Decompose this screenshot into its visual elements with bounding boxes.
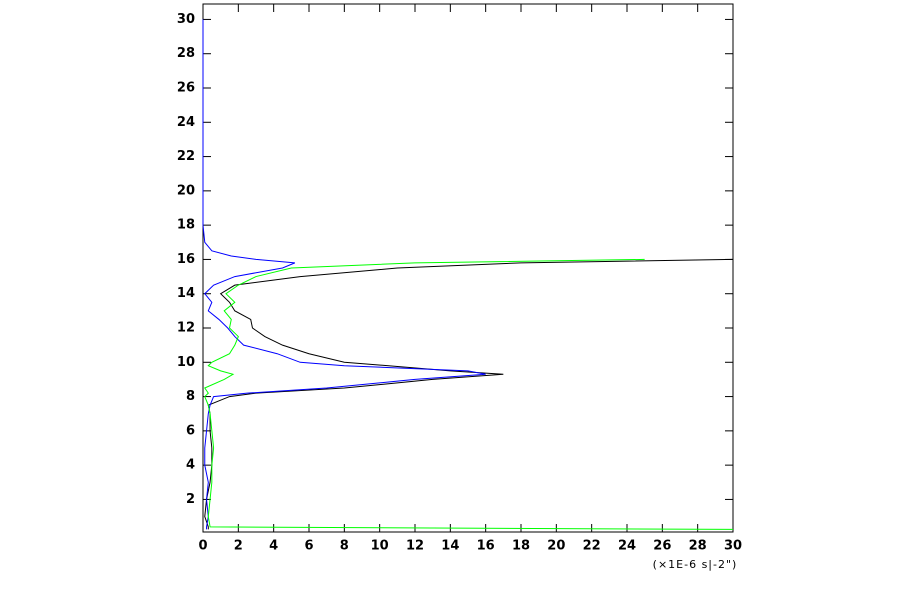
- y-tick-label: 4: [186, 458, 195, 473]
- y-tick-label: 10: [177, 355, 195, 370]
- y-tick-label: 6: [186, 423, 195, 438]
- plot-frame: [202, 3, 734, 533]
- y-tick-label: 24: [177, 115, 195, 130]
- y-tick-label: 22: [177, 149, 195, 164]
- x-tick-label: 30: [724, 539, 742, 554]
- x-tick-label: 4: [269, 539, 278, 554]
- x-tick-label: 24: [618, 539, 636, 554]
- y-tick-label: 28: [177, 46, 195, 61]
- y-tick-label: 2: [186, 492, 195, 507]
- profile-line: [204, 258, 734, 530]
- y-tick-label: 12: [177, 321, 195, 336]
- x-axis-label: (×1E-6 s|-2"): [653, 558, 738, 571]
- x-tick-label: 22: [583, 539, 601, 554]
- x-tick-label: 28: [689, 539, 707, 554]
- x-tick-label: 6: [304, 539, 313, 554]
- y-tick-label: 16: [177, 252, 195, 267]
- x-tick-label: 8: [340, 539, 349, 554]
- y-tick-label: 26: [177, 81, 195, 96]
- x-tick-label: 14: [441, 539, 459, 554]
- y-tick-label: 18: [177, 218, 195, 233]
- x-tick-label: 2: [234, 539, 243, 554]
- x-tick-label: 16: [477, 539, 495, 554]
- x-tick-label: 26: [653, 539, 671, 554]
- x-tick-label: 20: [547, 539, 565, 554]
- profile-line: [202, 19, 486, 530]
- y-tick-label: 8: [186, 389, 195, 404]
- y-tick-label: 20: [177, 183, 195, 198]
- x-tick-label: 12: [406, 539, 424, 554]
- x-tick-label: 10: [371, 539, 389, 554]
- y-tick-label: 30: [177, 12, 195, 27]
- profile-line: [204, 258, 734, 530]
- x-tick-label: 18: [512, 539, 530, 554]
- x-tick-label: 0: [198, 539, 207, 554]
- y-tick-label: 14: [177, 286, 195, 301]
